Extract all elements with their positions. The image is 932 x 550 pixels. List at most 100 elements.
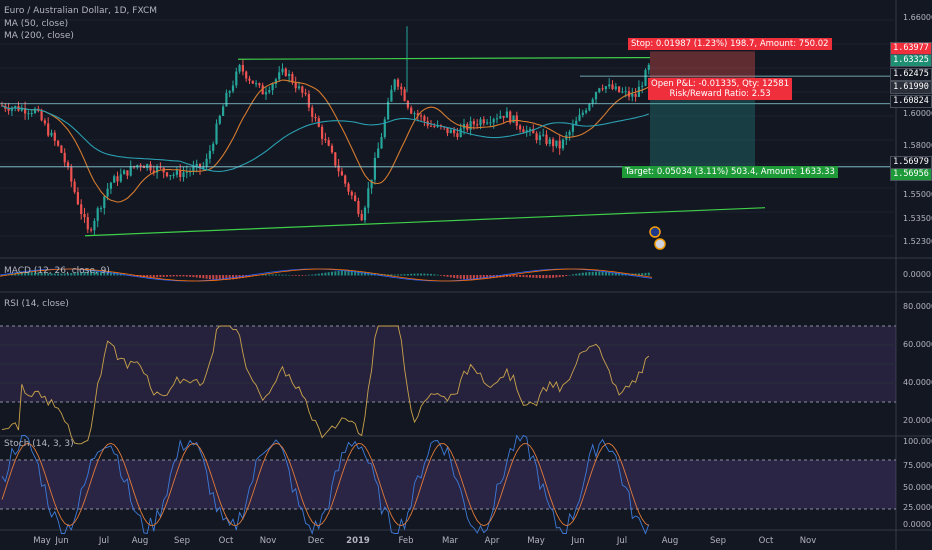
macd-histogram — [364, 271, 366, 276]
macd-histogram — [218, 275, 221, 280]
pnl-label: Open P&L: -0.01335, Qty: 12581 Risk/Rewa… — [648, 78, 793, 100]
macd-histogram — [505, 275, 508, 277]
candle — [63, 152, 66, 163]
macd-histogram — [24, 272, 27, 276]
stoch-tick: 75.0000 — [903, 461, 932, 470]
candle — [611, 84, 614, 90]
candle — [129, 166, 132, 176]
macd-legend: MACD (12, 26, close, 9) — [4, 266, 110, 276]
candle — [476, 124, 479, 126]
macd-histogram — [542, 275, 545, 279]
macd-histogram — [212, 275, 215, 280]
macd-histogram — [7, 273, 10, 276]
candle — [198, 163, 202, 169]
macd-histogram — [146, 275, 149, 278]
candle — [429, 125, 433, 127]
macd-histogram — [228, 275, 231, 280]
candle — [486, 122, 489, 124]
candle — [268, 90, 271, 93]
candle — [271, 83, 274, 91]
macd-histogram — [647, 272, 650, 276]
candle — [264, 92, 268, 95]
candle — [311, 107, 314, 117]
macd-histogram — [604, 271, 607, 276]
macd-histogram — [406, 274, 409, 276]
macd-histogram — [340, 270, 343, 276]
candle — [647, 64, 650, 70]
x-tick: Nov — [799, 536, 817, 546]
candle — [192, 166, 195, 172]
macd-histogram — [321, 273, 324, 276]
macd-histogram — [413, 273, 416, 276]
candle — [472, 121, 475, 125]
macd-histogram — [426, 273, 429, 276]
macd-histogram — [347, 270, 350, 276]
rr-text: Risk/Reward Ratio: 2.53 — [669, 89, 771, 99]
candle — [103, 196, 106, 209]
macd-histogram — [644, 272, 647, 276]
macd-histogram — [80, 272, 83, 276]
candle — [83, 214, 86, 218]
candle — [139, 165, 142, 167]
candle — [400, 86, 403, 90]
candle — [40, 110, 43, 121]
candle — [393, 79, 396, 90]
price-badge: 1.63325 — [890, 54, 932, 67]
macd-histogram — [202, 275, 205, 279]
macd-histogram — [189, 275, 192, 277]
candle — [304, 92, 307, 94]
candle — [618, 86, 621, 93]
macd-histogram — [634, 273, 637, 276]
stoch-tick: 100.0000 — [903, 437, 932, 446]
candle — [301, 86, 304, 93]
rsi-line — [1, 325, 650, 445]
candle — [575, 120, 578, 126]
candle — [172, 174, 175, 176]
macd-histogram — [578, 273, 581, 276]
macd-histogram — [288, 274, 291, 276]
candle — [281, 68, 284, 73]
macd-histogram — [446, 275, 449, 277]
macd-histogram — [156, 275, 159, 278]
chart-title: Euro / Australian Dollar, 1D, FXCM — [4, 6, 158, 16]
macd-histogram — [393, 274, 396, 276]
macd-histogram — [476, 275, 479, 280]
candle — [433, 125, 436, 127]
macd-histogram — [268, 274, 271, 276]
candle — [205, 158, 208, 167]
stoch-tick: 50.0000 — [903, 483, 932, 492]
candle — [538, 135, 541, 141]
macd-histogram — [400, 274, 403, 276]
stoch-band — [0, 460, 896, 509]
candle — [396, 79, 400, 87]
macd-histogram — [301, 275, 304, 276]
macd-histogram — [545, 275, 548, 279]
price-tick: 1.66000 — [903, 13, 932, 22]
macd-histogram — [377, 273, 380, 276]
candle — [27, 113, 30, 115]
candle — [380, 137, 383, 149]
candle — [522, 129, 525, 133]
macd-histogram — [20, 272, 23, 276]
macd-histogram — [304, 275, 307, 276]
candle — [571, 125, 574, 132]
macd-histogram — [535, 275, 538, 278]
candle — [195, 163, 198, 167]
candle — [106, 188, 109, 197]
macd-histogram — [410, 273, 413, 276]
macd-histogram — [149, 275, 152, 278]
candle — [73, 181, 76, 193]
candle — [505, 111, 508, 118]
macd-histogram — [152, 275, 155, 278]
candle — [528, 129, 532, 131]
macd-histogram — [519, 275, 522, 277]
candle — [116, 176, 119, 182]
candle — [7, 108, 10, 111]
macd-histogram — [225, 275, 228, 280]
price-tick: 1.60000 — [903, 109, 932, 118]
candle — [314, 116, 317, 119]
candle — [363, 207, 367, 221]
candle — [330, 145, 334, 153]
